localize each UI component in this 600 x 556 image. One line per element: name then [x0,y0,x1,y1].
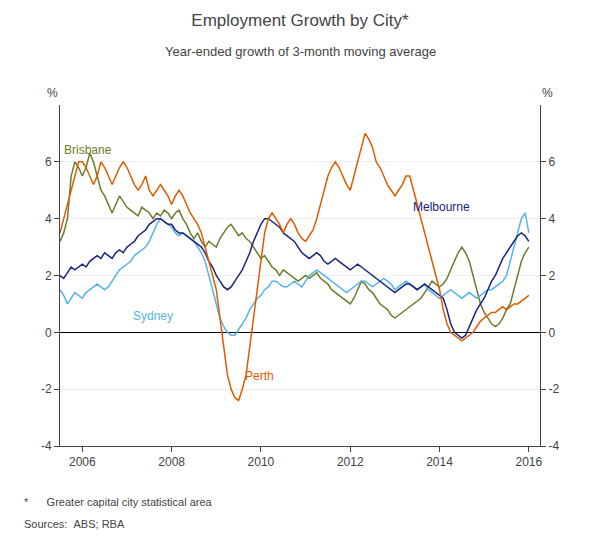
svg-text:6: 6 [548,155,555,169]
svg-text:6: 6 [45,155,52,169]
svg-text:2: 2 [548,269,555,283]
svg-text:Melbourne: Melbourne [413,200,470,214]
svg-text:* Greater capital city st: * Greater capital city statistical area [24,496,213,508]
svg-text:%: % [542,86,553,100]
svg-text:Perth: Perth [245,369,274,383]
svg-text:-4: -4 [548,439,559,453]
svg-text:Year-ended growth of 3-month m: Year-ended growth of 3-month moving aver… [165,44,436,59]
svg-text:Sydney: Sydney [133,309,173,323]
svg-text:2014: 2014 [426,455,453,469]
svg-text:0: 0 [548,326,555,340]
svg-text:2010: 2010 [248,455,275,469]
svg-text:2012: 2012 [337,455,364,469]
svg-text:-2: -2 [548,382,559,396]
svg-text:4: 4 [548,212,555,226]
svg-text:2006: 2006 [69,455,96,469]
svg-text:2016: 2016 [515,455,542,469]
svg-text:%: % [47,86,58,100]
svg-text:Brisbane: Brisbane [64,143,112,157]
svg-text:2: 2 [45,269,52,283]
svg-text:-4: -4 [41,439,52,453]
svg-text:-2: -2 [41,382,52,396]
svg-text:4: 4 [45,212,52,226]
svg-text:Sources: ABS; RBA: Sources: ABS; RBA [24,518,125,530]
svg-text:Employment Growth by City*: Employment Growth by City* [191,11,409,30]
svg-text:0: 0 [45,326,52,340]
svg-text:2008: 2008 [158,455,185,469]
